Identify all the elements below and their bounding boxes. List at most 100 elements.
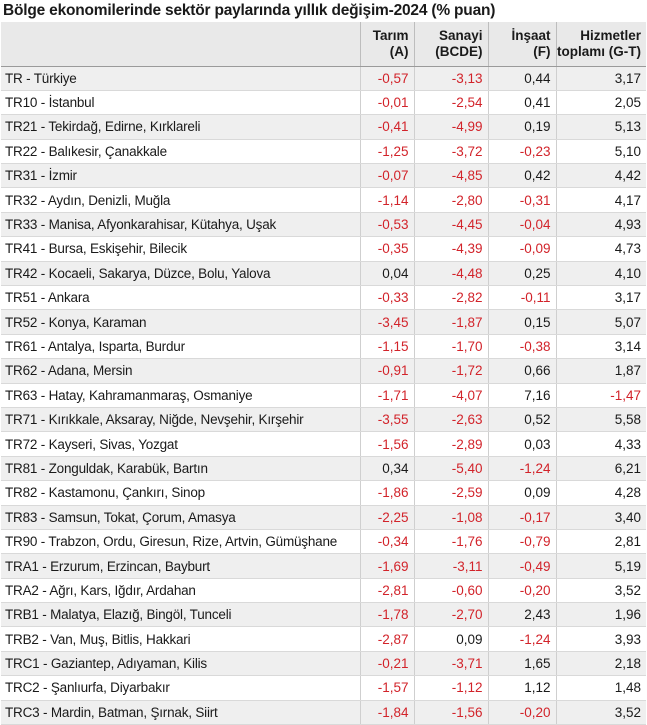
insaat-cell: 0,25 bbox=[487, 261, 556, 287]
tarim-cell: -1,86 bbox=[359, 480, 414, 506]
sanayi-cell: -1,08 bbox=[413, 505, 488, 530]
insaat-cell: 0,52 bbox=[487, 407, 556, 433]
sanayi-cell: -3,13 bbox=[413, 66, 488, 91]
insaat-cell: -0,23 bbox=[487, 139, 556, 165]
insaat-cell: -0,11 bbox=[487, 285, 556, 311]
insaat-cell: 1,12 bbox=[487, 675, 556, 701]
tarim-cell: -0,53 bbox=[359, 212, 414, 238]
insaat-cell: -0,09 bbox=[487, 236, 556, 262]
sanayi-cell: -4,85 bbox=[413, 163, 488, 189]
table-row: TR51 - Ankara -0,33 -2,82 -0,11 3,17 bbox=[1, 285, 646, 311]
table-row: TR22 - Balıkesir, Çanakkale -1,25 -3,72 -0,… bbox=[1, 139, 646, 165]
region-cell: TR22 - Balıkesir, Çanakkale bbox=[1, 139, 360, 165]
header-sanayi: Sanayi (BCDE) bbox=[413, 22, 488, 67]
sanayi-cell: -2,70 bbox=[413, 602, 488, 628]
table-row: TR83 - Samsun, Tokat, Çorum, Amasya -2,25… bbox=[1, 505, 646, 530]
hizmetler-cell: 3,52 bbox=[555, 578, 646, 604]
table-row: TRC1 - Gaziantep, Adıyaman, Kilis -0,21 -3… bbox=[1, 651, 646, 677]
insaat-cell: -0,20 bbox=[487, 700, 556, 725]
sanayi-cell: -4,39 bbox=[413, 236, 488, 262]
region-cell: TR90 - Trabzon, Ordu, Giresun, Rize, Art… bbox=[1, 529, 360, 555]
sanayi-cell: -2,54 bbox=[413, 90, 488, 116]
sanayi-cell: -2,80 bbox=[413, 187, 488, 213]
sanayi-cell: 0,09 bbox=[413, 626, 488, 652]
table-row: TR32 - Aydın, Denizli, Muğla -1,14 -2,80 -0… bbox=[1, 187, 646, 213]
region-cell: TR71 - Kırıkkale, Aksaray, Niğde, Nevşeh… bbox=[1, 407, 360, 433]
tarim-cell: -1,57 bbox=[359, 675, 414, 701]
hizmetler-cell: 2,81 bbox=[555, 529, 646, 555]
tarim-cell: -1,56 bbox=[359, 431, 414, 457]
sanayi-cell: -4,07 bbox=[413, 383, 488, 408]
table-row: TR41 - Bursa, Eskişehir, Bilecik -0,35 -4,… bbox=[1, 236, 646, 262]
table-row: TR - Türkiye -0,57 -3,13 0,44 3,17 bbox=[1, 66, 646, 91]
table-row: TRB2 - Van, Muş, Bitlis, Hakkari -2,87 0,0… bbox=[1, 626, 646, 652]
tarim-cell: -1,78 bbox=[359, 602, 414, 628]
header-sanayi-label: Sanayi bbox=[438, 27, 483, 43]
sanayi-cell: -3,71 bbox=[413, 651, 488, 677]
insaat-cell: -0,79 bbox=[487, 529, 556, 555]
hizmetler-cell: 5,07 bbox=[555, 309, 646, 335]
insaat-cell: 0,15 bbox=[487, 309, 556, 335]
insaat-cell: -0,04 bbox=[487, 212, 556, 238]
hizmetler-cell: 5,58 bbox=[555, 407, 646, 433]
insaat-cell: -0,17 bbox=[487, 505, 556, 530]
hizmetler-cell: 5,10 bbox=[555, 139, 646, 165]
insaat-cell: 7,16 bbox=[487, 383, 556, 408]
hizmetler-cell: 4,10 bbox=[555, 261, 646, 287]
insaat-cell: -1,24 bbox=[487, 456, 556, 482]
insaat-cell: 2,43 bbox=[487, 602, 556, 628]
region-cell: TRA1 - Erzurum, Erzincan, Bayburt bbox=[1, 553, 360, 579]
region-cell: TR32 - Aydın, Denizli, Muğla bbox=[1, 187, 360, 213]
header-insaat: İnşaat (F) bbox=[487, 22, 556, 67]
sanayi-cell: -4,99 bbox=[413, 114, 488, 140]
header-hizmetler: Hizmetler toplamı (G-T) bbox=[555, 22, 646, 67]
header-tarim-code: (A) bbox=[389, 43, 409, 59]
region-cell: TR33 - Manisa, Afyonkarahisar, Kütahya, … bbox=[1, 212, 360, 238]
tarim-cell: -0,57 bbox=[359, 66, 414, 91]
hizmetler-cell: 3,52 bbox=[555, 700, 646, 725]
sanayi-cell: -3,72 bbox=[413, 139, 488, 165]
insaat-cell: 0,03 bbox=[487, 431, 556, 457]
table-row: TRA1 - Erzurum, Erzincan, Bayburt -1,69 -3… bbox=[1, 553, 646, 579]
hizmetler-cell: 4,93 bbox=[555, 212, 646, 238]
hizmetler-cell: 6,21 bbox=[555, 456, 646, 482]
insaat-cell: -1,24 bbox=[487, 626, 556, 652]
tarim-cell: 0,34 bbox=[359, 456, 414, 482]
table-row: TR90 - Trabzon, Ordu, Giresun, Rize, Art… bbox=[1, 529, 646, 555]
hizmetler-cell: 4,73 bbox=[555, 236, 646, 262]
hizmetler-cell: 3,93 bbox=[555, 626, 646, 652]
insaat-cell: 0,42 bbox=[487, 163, 556, 189]
insaat-cell: -0,38 bbox=[487, 334, 556, 360]
sanayi-cell: -3,11 bbox=[413, 553, 488, 579]
hizmetler-cell: 1,96 bbox=[555, 602, 646, 628]
sanayi-cell: -1,87 bbox=[413, 309, 488, 335]
region-cell: TR21 - Tekirdağ, Edirne, Kırklareli bbox=[1, 114, 360, 140]
hizmetler-cell: 2,05 bbox=[555, 90, 646, 116]
tarim-cell: -2,25 bbox=[359, 505, 414, 530]
table-row: TRA2 - Ağrı, Kars, Iğdır, Ardahan -2,81 -0… bbox=[1, 578, 646, 604]
insaat-cell: 1,65 bbox=[487, 651, 556, 677]
hizmetler-cell: 3,17 bbox=[555, 285, 646, 311]
table-title: Bölge ekonomilerinde sektör paylarında y… bbox=[3, 2, 496, 19]
tarim-cell: -0,91 bbox=[359, 358, 414, 384]
region-cell: TR42 - Kocaeli, Sakarya, Düzce, Bolu, Ya… bbox=[1, 261, 360, 287]
table-body: TR - Türkiye -0,57 -3,13 0,44 3,17 TR10 - İst… bbox=[1, 66, 646, 725]
region-cell: TR83 - Samsun, Tokat, Çorum, Amasya bbox=[1, 505, 360, 530]
tarim-cell: -1,14 bbox=[359, 187, 414, 213]
sanayi-cell: -1,70 bbox=[413, 334, 488, 360]
insaat-cell: 0,66 bbox=[487, 358, 556, 384]
insaat-cell: 0,09 bbox=[487, 480, 556, 506]
region-cell: TRB1 - Malatya, Elazığ, Bingöl, Tunceli bbox=[1, 602, 360, 628]
hizmetler-cell: -1,47 bbox=[555, 383, 646, 408]
region-cell: TRC1 - Gaziantep, Adıyaman, Kilis bbox=[1, 651, 360, 677]
region-cell: TR63 - Hatay, Kahramanmaraş, Osmaniye bbox=[1, 383, 360, 408]
header-insaat-code: (F) bbox=[533, 43, 551, 59]
region-cell: TR62 - Adana, Mersin bbox=[1, 358, 360, 384]
hizmetler-cell: 4,42 bbox=[555, 163, 646, 189]
tarim-cell: -0,21 bbox=[359, 651, 414, 677]
tarim-cell: -1,84 bbox=[359, 700, 414, 725]
sector-share-table: Tarım (A) Sanayi (BCDE) İnşaat (F) Hizme… bbox=[1, 22, 646, 725]
table-row: TR81 - Zonguldak, Karabük, Bartın 0,34 -5,… bbox=[1, 456, 646, 482]
hizmetler-cell: 3,40 bbox=[555, 505, 646, 530]
header-sanayi-code: (BCDE) bbox=[435, 43, 483, 59]
